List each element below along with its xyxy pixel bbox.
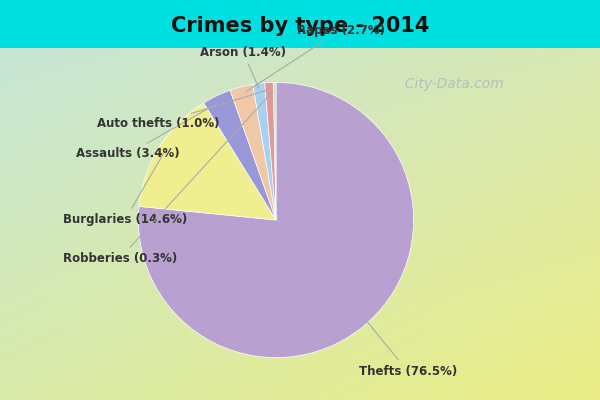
Wedge shape [139, 82, 413, 358]
Wedge shape [203, 90, 276, 220]
Wedge shape [139, 103, 276, 220]
Text: Thefts (76.5%): Thefts (76.5%) [359, 314, 457, 378]
Text: Assaults (3.4%): Assaults (3.4%) [76, 104, 217, 160]
Text: Robberies (0.3%): Robberies (0.3%) [63, 91, 273, 265]
Text: Crimes by type - 2014: Crimes by type - 2014 [171, 16, 429, 36]
Text: Arson (1.4%): Arson (1.4%) [200, 46, 286, 88]
Wedge shape [274, 82, 276, 220]
Text: Auto thefts (1.0%): Auto thefts (1.0%) [97, 90, 267, 130]
Text: Burglaries (14.6%): Burglaries (14.6%) [63, 153, 187, 226]
Text: Rapes (2.7%): Rapes (2.7%) [245, 24, 385, 92]
Wedge shape [265, 82, 276, 220]
Text: City-Data.com: City-Data.com [396, 77, 504, 91]
Wedge shape [253, 83, 276, 220]
Wedge shape [230, 84, 276, 220]
